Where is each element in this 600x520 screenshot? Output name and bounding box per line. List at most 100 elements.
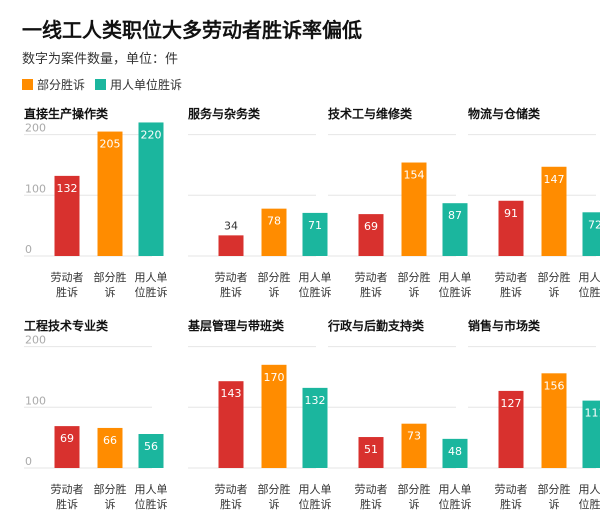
bar-value-label: 111	[585, 407, 600, 420]
x-tick-label: 位胜诉	[135, 497, 168, 511]
x-tick-label: 胜诉	[56, 285, 78, 299]
bar-value-label: 132	[305, 394, 326, 407]
y-tick-label: 100	[25, 394, 46, 407]
x-tick-label: 胜诉	[500, 497, 522, 511]
bar-value-label: 91	[504, 207, 518, 220]
bar	[358, 214, 384, 256]
x-tick-label: 诉	[409, 498, 420, 511]
x-tick-label: 部分胜	[398, 482, 431, 496]
panel-title: 行政与后勤支持类	[327, 318, 425, 333]
x-tick-label: 胜诉	[56, 497, 78, 511]
bar-value-label: 205	[100, 138, 121, 151]
panel-title: 物流与仓储类	[468, 106, 541, 121]
x-tick-label: 用人单	[299, 483, 332, 496]
bar	[302, 387, 328, 468]
bar	[401, 162, 427, 256]
bar	[54, 175, 80, 256]
bar-value-label: 87	[448, 209, 462, 222]
page-subtitle: 数字为案件数量，单位：件	[22, 52, 179, 67]
bar-value-label: 132	[57, 182, 78, 195]
bar-value-label: 154	[404, 169, 425, 182]
panel-title: 工程技术专业类	[24, 318, 109, 333]
y-tick-label: 200	[25, 122, 46, 135]
x-tick-label: 用人单	[579, 483, 600, 496]
x-tick-label: 位胜诉	[439, 285, 472, 299]
x-tick-label: 部分胜	[94, 482, 127, 496]
x-tick-label: 劳动者	[355, 483, 388, 496]
x-tick-label: 劳动者	[495, 483, 528, 496]
legend: 部分胜诉 用人单位胜诉	[22, 76, 192, 92]
x-tick-label: 诉	[409, 286, 420, 299]
x-tick-label: 部分胜	[258, 270, 291, 284]
bar	[401, 423, 427, 468]
x-tick-label: 位胜诉	[299, 285, 332, 299]
bar-value-label: 56	[144, 440, 158, 453]
x-tick-label: 诉	[549, 498, 560, 511]
bar	[97, 131, 123, 256]
bar-value-label: 170	[264, 371, 285, 384]
bar	[218, 235, 244, 256]
bar	[541, 166, 567, 256]
bar	[442, 203, 468, 256]
bar	[582, 400, 600, 468]
x-tick-label: 劳动者	[215, 483, 248, 496]
x-tick-label: 位胜诉	[579, 285, 600, 299]
bar-value-label: 34	[224, 219, 238, 232]
legend-swatch-partial	[22, 78, 33, 90]
x-tick-label: 用人单	[135, 483, 168, 496]
legend-item-employer: 用人单位胜诉	[95, 76, 182, 93]
y-tick-label: 100	[25, 182, 46, 195]
x-tick-label: 用人单	[579, 271, 600, 284]
bar-value-label: 156	[544, 379, 565, 392]
x-tick-label: 部分胜	[258, 482, 291, 496]
page-title: 一线工人类职位大多劳动者胜诉率偏低	[22, 18, 362, 42]
bar	[442, 438, 468, 468]
x-tick-label: 胜诉	[360, 497, 382, 511]
bar-value-label: 51	[364, 443, 378, 456]
bar-value-label: 78	[267, 215, 281, 228]
bar	[498, 200, 524, 256]
bar	[541, 373, 567, 468]
x-tick-label: 用人单	[299, 271, 332, 284]
bar-value-label: 48	[448, 445, 462, 458]
bar-value-label: 73	[407, 430, 421, 443]
x-tick-label: 部分胜	[538, 482, 571, 496]
bar-value-label: 69	[364, 220, 378, 233]
x-tick-label: 劳动者	[355, 271, 388, 284]
x-tick-label: 劳动者	[215, 271, 248, 284]
legend-item-partial: 部分胜诉	[22, 76, 85, 93]
x-tick-label: 用人单	[135, 271, 168, 284]
bar-value-label: 147	[544, 173, 565, 186]
legend-swatch-employer	[95, 78, 107, 90]
bar	[97, 427, 123, 468]
bar	[582, 212, 600, 256]
x-tick-label: 诉	[269, 498, 280, 511]
bar-value-label: 72	[588, 218, 600, 231]
bar	[302, 212, 328, 256]
x-tick-label: 诉	[269, 286, 280, 299]
x-tick-label: 劳动者	[495, 271, 528, 284]
x-tick-label: 胜诉	[500, 285, 522, 299]
bar-value-label: 143	[221, 387, 242, 400]
y-tick-label: 200	[25, 334, 46, 347]
bar	[54, 426, 80, 468]
legend-label-partial: 部分胜诉	[37, 77, 86, 92]
x-tick-label: 用人单	[439, 271, 472, 284]
bar	[218, 381, 244, 468]
y-tick-label: 0	[25, 243, 32, 256]
bar-value-label: 66	[103, 434, 117, 447]
bar-value-label: 71	[308, 219, 322, 232]
x-tick-label: 劳动者	[51, 271, 84, 284]
x-tick-label: 位胜诉	[299, 497, 332, 511]
panel-title: 基层管理与带班类	[187, 318, 285, 333]
x-tick-label: 位胜诉	[579, 497, 600, 511]
x-tick-label: 胜诉	[220, 497, 242, 511]
bar	[261, 364, 287, 468]
x-tick-label: 部分胜	[94, 270, 127, 284]
x-tick-label: 位胜诉	[439, 497, 472, 511]
bar-value-label: 220	[141, 128, 162, 141]
x-tick-label: 诉	[105, 286, 116, 299]
x-tick-label: 位胜诉	[135, 285, 168, 299]
bar	[138, 122, 164, 257]
